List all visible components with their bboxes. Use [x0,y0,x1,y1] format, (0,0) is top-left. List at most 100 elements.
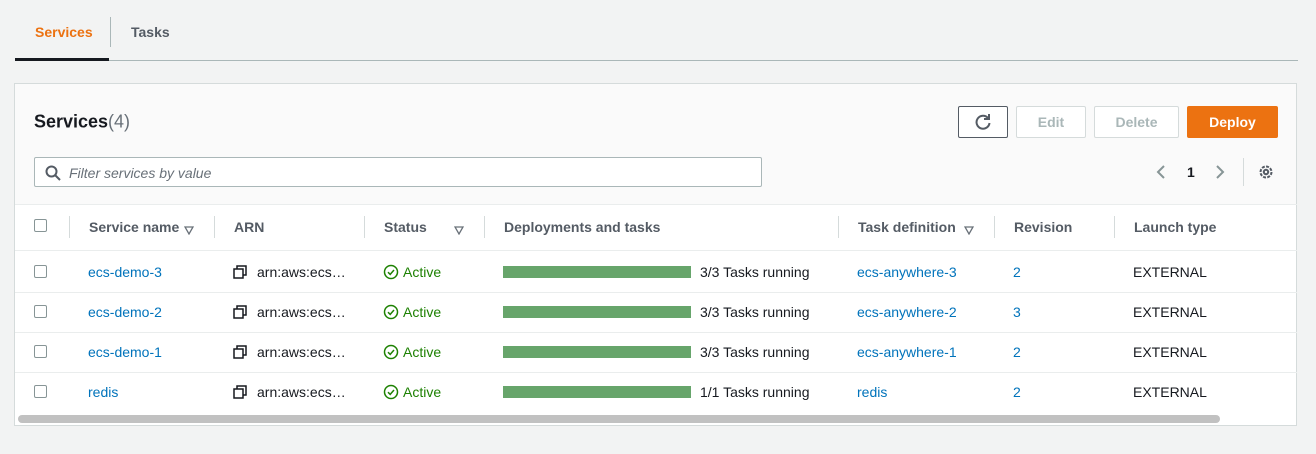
copy-icon-svg [233,265,247,279]
deployment-tasks: 3/3 Tasks running [700,344,810,360]
service-name[interactable]: ecs-demo-3 [88,264,162,280]
column-header: Revision [1014,219,1073,235]
revision[interactable]: 2 [1013,384,1021,400]
column-header: ARN [234,219,265,235]
status-icon-svg [383,344,399,360]
pager-divider [1243,158,1244,186]
arn: arn:aws:ecs… [257,384,346,400]
sort-icon-svg [963,226,975,236]
row-checkbox[interactable] [34,385,47,398]
launch-type: EXTERNAL [1133,304,1207,320]
scrollbar[interactable] [18,415,1220,423]
column-header[interactable]: Service name [89,219,180,235]
table-top-rule [15,204,1297,205]
prev-page[interactable] [1155,164,1167,180]
column-divider [1114,216,1115,238]
search-icon [45,165,61,181]
copy-icon[interactable] [233,385,247,399]
progress-bar [503,346,691,358]
column-header: Launch type [1134,219,1217,235]
arn: arn:aws:ecs… [257,304,346,320]
row-checkbox[interactable] [34,265,47,278]
revision[interactable]: 2 [1013,264,1021,280]
progress-bar [503,266,691,278]
status-icon [383,384,399,400]
copy-icon-svg [233,305,247,319]
revision[interactable]: 2 [1013,344,1021,360]
task-definition[interactable]: ecs-anywhere-3 [857,264,957,280]
deployment-tasks: 3/3 Tasks running [700,304,810,320]
column-header: Deployments and tasks [504,219,661,235]
panel-count: (4) [108,111,130,132]
column-divider [994,216,995,238]
copy-icon[interactable] [233,265,247,279]
tab-underline [15,58,109,61]
column-divider [69,216,70,238]
settings-icon[interactable] [1257,163,1275,181]
tab-rule [15,60,1298,61]
sort-icon[interactable] [963,222,975,236]
deployment-tasks: 3/3 Tasks running [700,264,810,280]
delete-button[interactable]: Delete [1094,106,1179,138]
column-divider [364,216,365,238]
copy-icon-svg [233,385,247,399]
progress-bar [503,386,691,398]
task-definition[interactable]: redis [857,384,888,400]
tab-services[interactable]: Services [35,24,93,40]
column-divider [484,216,485,238]
status-icon-svg [383,304,399,320]
row-rule [15,292,1297,293]
column-divider [838,216,839,238]
status-icon-svg [383,264,399,280]
column-header[interactable]: Task definition [858,219,956,235]
launch-type: EXTERNAL [1133,344,1207,360]
service-name[interactable]: redis [88,384,119,400]
row-rule [15,372,1297,373]
service-name[interactable]: ecs-demo-1 [88,344,162,360]
copy-icon[interactable] [233,305,247,319]
header-rule [15,250,1297,251]
copy-icon-svg [233,345,247,359]
row-rule [15,332,1297,333]
select-all-checkbox[interactable] [34,219,47,232]
task-definition[interactable]: ecs-anywhere-2 [857,304,957,320]
status-icon-svg [383,384,399,400]
status: Active [403,384,442,400]
column-header[interactable]: Status [384,219,427,235]
service-name[interactable]: ecs-demo-2 [88,304,162,320]
launch-type: EXTERNAL [1133,264,1207,280]
revision[interactable]: 3 [1013,304,1021,320]
sort-icon-svg [183,226,195,236]
arn: arn:aws:ecs… [257,264,346,280]
status-icon [383,304,399,320]
refresh-icon [975,114,991,130]
panel-title: Services [34,111,109,132]
sort-icon-svg [453,226,465,236]
tab-tasks[interactable]: Tasks [131,24,170,40]
page-number[interactable]: 1 [1187,164,1195,180]
status: Active [403,344,442,360]
status-icon [383,344,399,360]
progress-bar [503,306,691,318]
deploy-button[interactable]: Deploy [1187,106,1278,138]
sort-icon[interactable] [183,222,195,236]
arn: arn:aws:ecs… [257,344,346,360]
column-divider [214,216,215,238]
sort-icon[interactable] [453,222,465,236]
filter-placeholder: Filter services by value [69,165,212,181]
copy-icon[interactable] [233,345,247,359]
deployment-tasks: 1/1 Tasks running [700,384,810,400]
row-checkbox[interactable] [34,305,47,318]
next-page[interactable] [1214,164,1226,180]
status-icon [383,264,399,280]
filter-input[interactable]: Filter services by value [34,157,762,187]
edit-button[interactable]: Edit [1016,106,1086,138]
status: Active [403,264,442,280]
launch-type: EXTERNAL [1133,384,1207,400]
refresh-button[interactable] [958,106,1008,138]
row-checkbox[interactable] [34,345,47,358]
tab-divider [110,17,111,47]
task-definition[interactable]: ecs-anywhere-1 [857,344,957,360]
status: Active [403,304,442,320]
